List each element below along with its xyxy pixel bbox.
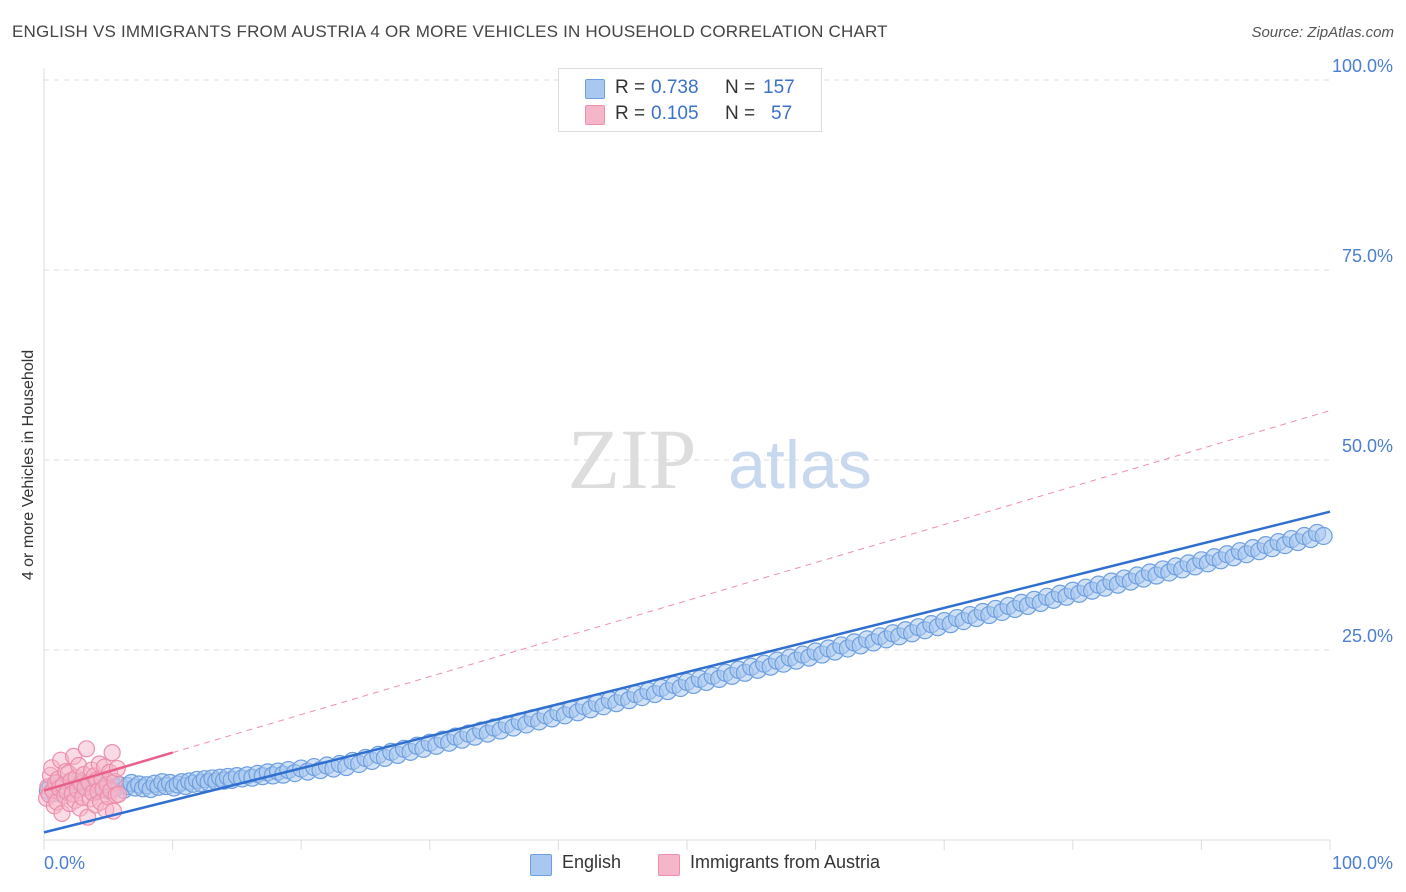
austria-r-label: R = <box>615 103 646 124</box>
austria-swatch <box>585 105 605 125</box>
y-tick-label: 75.0% <box>1342 246 1393 266</box>
stats-box: R = 0.738 N = 157 R = 0.105 N = 57 <box>558 68 822 132</box>
y-tick-label: 100.0% <box>1332 56 1393 76</box>
watermark-atlas: atlas <box>728 427 872 503</box>
tick-labels: 25.0% 50.0% 75.0% 100.0% 0.0% 100.0% <box>44 56 1393 873</box>
y-tick-label: 25.0% <box>1342 626 1393 646</box>
trend-lines <box>43 410 1331 834</box>
legend-english-swatch <box>530 854 552 876</box>
x-tick-label-min: 0.0% <box>44 853 85 873</box>
stats-row-english: R = 0.738 N = 157 <box>559 77 821 103</box>
english-r-label: R = <box>615 77 646 98</box>
english-points <box>38 523 1333 802</box>
grid-lines <box>43 68 1331 850</box>
y-tick-label: 50.0% <box>1342 436 1393 456</box>
source-credit: Source: ZipAtlas.com <box>1251 24 1394 41</box>
austria-point <box>77 740 96 758</box>
austria-point <box>109 785 128 804</box>
chart-title: ENGLISH VS IMMIGRANTS FROM AUSTRIA 4 OR … <box>12 22 888 41</box>
legend: English Immigrants from Austria <box>0 852 1406 878</box>
austria-r-value: 0.105 <box>651 103 699 124</box>
stats-row-austria: R = 0.105 N = 57 <box>559 103 821 129</box>
english-swatch <box>585 79 605 99</box>
english-r-value: 0.738 <box>651 77 699 98</box>
watermark-zip: ZIP <box>568 411 697 507</box>
english-point <box>1314 526 1333 546</box>
english-trend-line <box>43 510 1331 834</box>
english-n-label: N = <box>725 77 756 98</box>
y-axis-label: 4 or more Vehicles in Household <box>20 349 37 581</box>
english-n-value: 157 <box>763 77 795 98</box>
austria-n-label: N = <box>725 103 756 124</box>
legend-english-label: English <box>562 852 622 872</box>
y-axis-label-wrap: 4 or more Vehicles in Household <box>4 350 54 580</box>
austria-point <box>103 743 121 762</box>
legend-austria-label: Immigrants from Austria <box>690 852 881 872</box>
austria-trend-line <box>43 751 173 792</box>
x-tick-label-max: 100.0% <box>1332 853 1393 873</box>
austria-points <box>37 740 128 826</box>
austria-trend-extension <box>172 410 1331 754</box>
austria-n-value: 57 <box>771 103 793 124</box>
legend-austria-swatch <box>658 854 680 876</box>
